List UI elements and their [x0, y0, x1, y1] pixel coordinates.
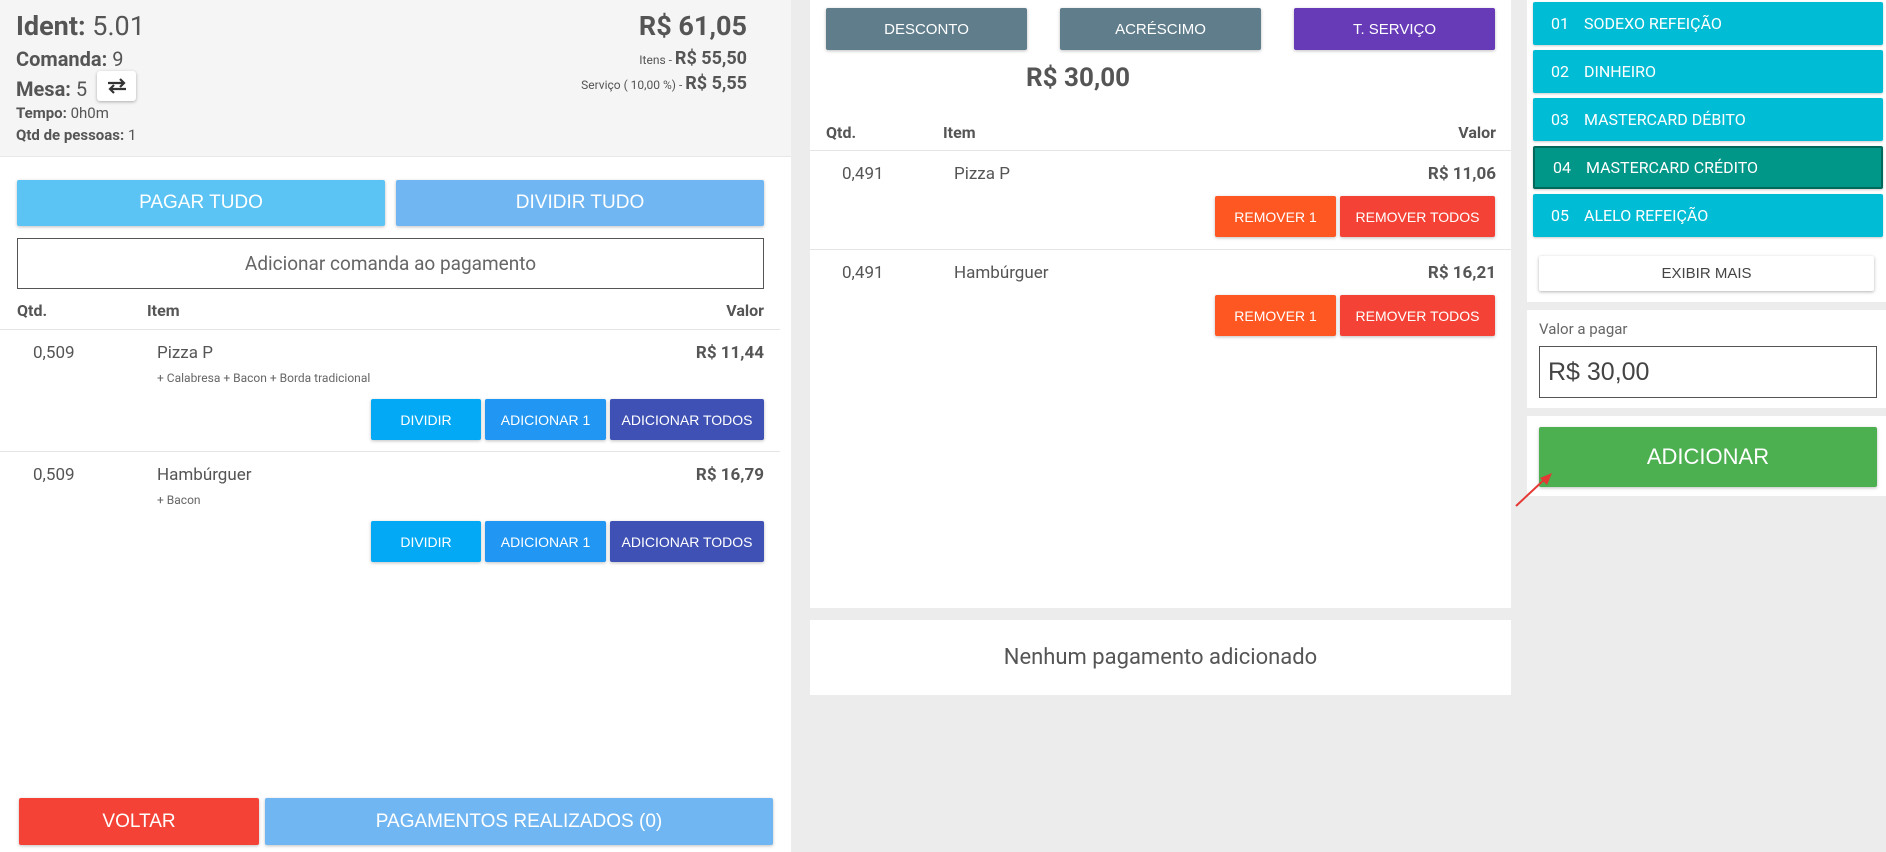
order-header: Ident: 5.01 Comanda: 9 Mesa: 5 Tempo: 0h…	[0, 0, 791, 157]
order-total: R$ 61,05	[638, 10, 747, 42]
payment-method-alelo[interactable]: 05 ALELO REFEIÇÃO	[1533, 194, 1883, 237]
add-one-button[interactable]: ADICIONAR 1	[485, 521, 606, 562]
comanda: Comanda: 9	[16, 47, 124, 71]
itens-subtotal: Itens - R$ 55,50	[639, 48, 747, 69]
add-all-button[interactable]: ADICIONAR TODOS	[610, 521, 764, 562]
add-comanda-button[interactable]: Adicionar comanda ao pagamento	[17, 238, 764, 289]
divider	[0, 329, 780, 330]
tempo: Tempo: 0h0m	[16, 104, 109, 122]
swap-table-button[interactable]	[97, 71, 136, 101]
payment-method-mastercard-debito[interactable]: 03 MASTERCARD DÉBITO	[1533, 98, 1883, 141]
remove-one-button[interactable]: REMOVER 1	[1215, 295, 1336, 336]
divider	[810, 150, 1511, 151]
col-item: Item	[147, 301, 180, 320]
payment-method-sodexo[interactable]: 01 SODEXO REFEIÇÃO	[1533, 2, 1883, 45]
item-value: R$ 16,21	[1427, 263, 1496, 283]
add-payment-button[interactable]: ADICIONAR	[1539, 427, 1877, 487]
amount-section: Valor a pagar	[1527, 310, 1886, 408]
item-name: Pizza P	[157, 343, 213, 363]
payment-method-panel: 01 SODEXO REFEIÇÃO 02 DINHEIRO 03 MASTERCAR…	[1527, 0, 1886, 500]
service-fee: Serviço ( 10,00 %) - R$ 5,55	[581, 73, 747, 94]
qtd-pessoas: Qtd de pessoas: 1	[16, 126, 137, 144]
item-name: Hambúrguer	[954, 263, 1049, 283]
col-valor: Valor	[726, 301, 764, 320]
payment-method-mastercard-credito[interactable]: 04 MASTERCARD CRÉDITO	[1533, 146, 1883, 189]
divider	[810, 249, 1511, 250]
service-fee-button[interactable]: T. SERVIÇO	[1294, 8, 1495, 50]
payment-methods-list: 01 SODEXO REFEIÇÃO 02 DINHEIRO 03 MASTERCAR…	[1527, 0, 1886, 302]
remove-all-button[interactable]: REMOVER TODOS	[1340, 196, 1495, 237]
discount-button[interactable]: DESCONTO	[826, 8, 1027, 50]
surcharge-button[interactable]: ACRÉSCIMO	[1060, 8, 1261, 50]
item-options: + Calabresa + Bacon + Borda tradicional	[157, 371, 371, 385]
swap-arrows-icon	[107, 78, 126, 94]
payment-items-panel: DESCONTO ACRÉSCIMO T. SERVIÇO R$ 30,00 Q…	[810, 0, 1511, 608]
item-value: R$ 11,44	[695, 343, 764, 363]
item-qtd: 0,509	[33, 343, 75, 363]
pointer-arrow-icon	[1515, 473, 1552, 507]
col-qtd: Qtd.	[826, 123, 857, 142]
split-item-button[interactable]: DIVIDIR	[371, 399, 481, 440]
mesa: Mesa: 5	[16, 77, 88, 101]
show-more-button[interactable]: EXIBIR MAIS	[1539, 256, 1874, 291]
remove-all-button[interactable]: REMOVER TODOS	[1340, 295, 1495, 336]
item-qtd: 0,509	[33, 465, 75, 485]
split-item-button[interactable]: DIVIDIR	[371, 521, 481, 562]
pay-all-button[interactable]: PAGAR TUDO	[17, 180, 385, 226]
add-one-button[interactable]: ADICIONAR 1	[485, 399, 606, 440]
payments-made-button[interactable]: PAGAMENTOS REALIZADOS (0)	[265, 798, 773, 845]
ident: Ident: 5.01	[16, 10, 145, 42]
divider	[0, 451, 780, 452]
item-qtd: 0,491	[842, 164, 884, 184]
back-button[interactable]: VOLTAR	[19, 798, 259, 845]
remove-one-button[interactable]: REMOVER 1	[1215, 196, 1336, 237]
item-options: + Bacon	[157, 493, 201, 507]
item-name: Pizza P	[954, 164, 1010, 184]
col-qtd: Qtd.	[17, 301, 48, 320]
payment-subtotal: R$ 30,00	[1026, 63, 1131, 93]
item-name: Hambúrguer	[157, 465, 252, 485]
payment-method-dinheiro[interactable]: 02 DINHEIRO	[1533, 50, 1883, 93]
item-value: R$ 16,79	[695, 465, 764, 485]
add-payment-section: ADICIONAR	[1527, 416, 1886, 496]
item-qtd: 0,491	[842, 263, 884, 283]
col-item: Item	[943, 123, 976, 142]
amount-label: Valor a pagar	[1539, 320, 1628, 338]
amount-input[interactable]	[1539, 346, 1877, 398]
item-value: R$ 11,06	[1427, 164, 1496, 184]
items-panel: Ident: 5.01 Comanda: 9 Mesa: 5 Tempo: 0h…	[0, 0, 791, 852]
col-valor: Valor	[1458, 123, 1496, 142]
split-all-button[interactable]: DIVIDIR TUDO	[396, 180, 764, 226]
no-payment-message: Nenhum pagamento adicionado	[810, 620, 1511, 695]
add-all-button[interactable]: ADICIONAR TODOS	[610, 399, 764, 440]
